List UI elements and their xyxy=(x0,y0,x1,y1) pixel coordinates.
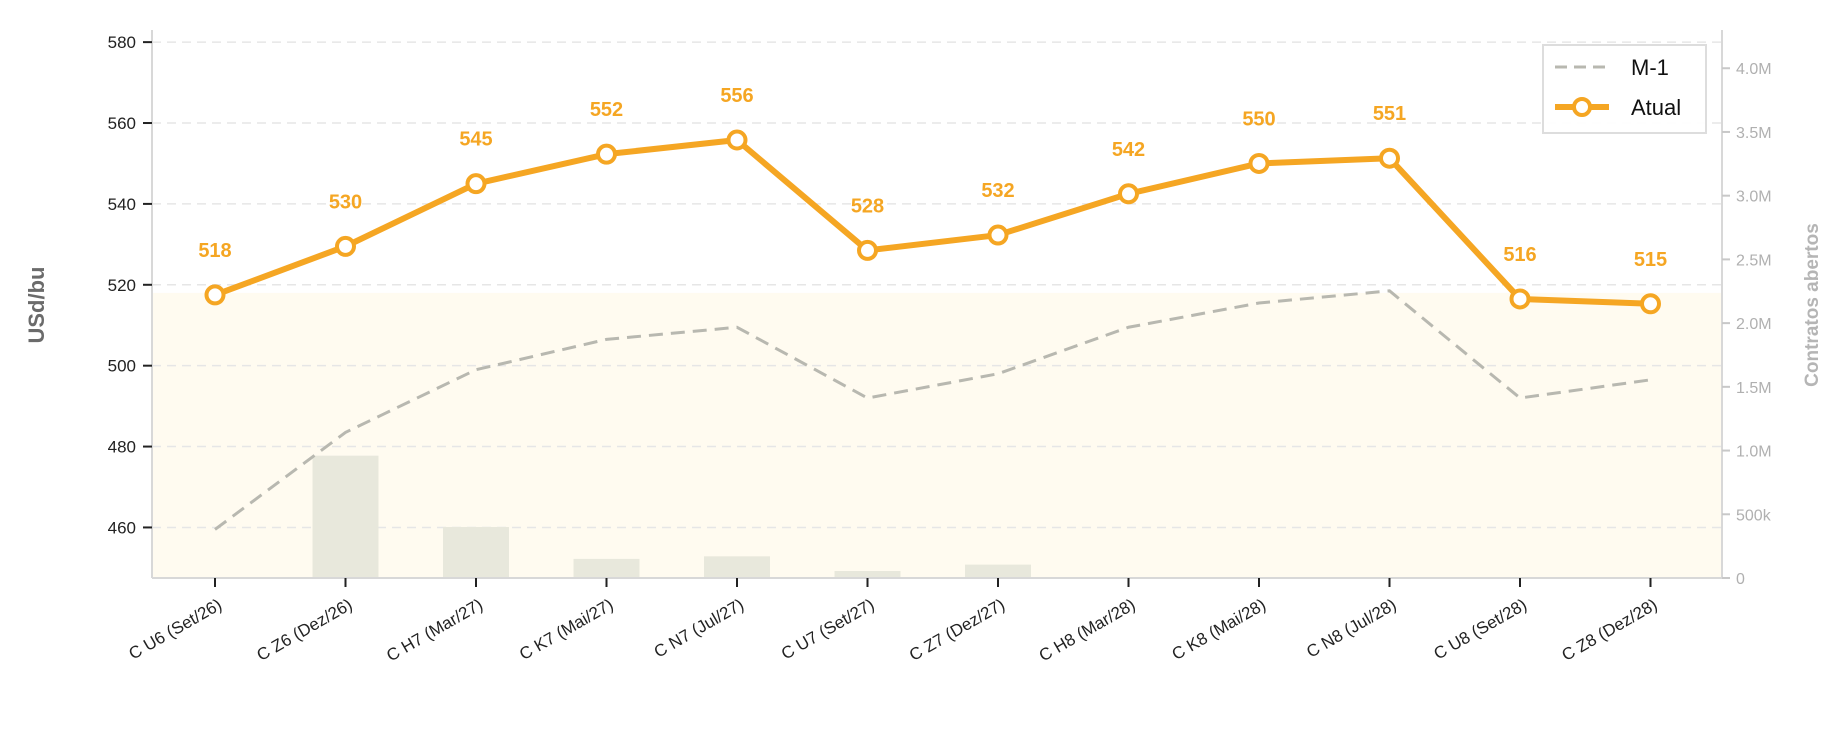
x-tick-label: C U7 (Set/27) xyxy=(778,595,878,663)
y-axis-title-left: USd/bu xyxy=(24,267,49,344)
x-tick-label: C Z6 (Dez/26) xyxy=(254,595,356,665)
series-marker-atual xyxy=(335,235,356,257)
y-tick-label: 480 xyxy=(108,438,136,457)
open-interest-bars xyxy=(312,455,1031,578)
data-label-atual: 518 xyxy=(198,240,231,262)
y-axis-title-right: Contratos abertos xyxy=(1802,223,1823,387)
data-label-atual: 550 xyxy=(1242,108,1275,130)
x-tick-label: C U8 (Set/28) xyxy=(1430,595,1530,663)
x-axis-ticks: C U6 (Set/26) C Z6 (Dez/26) C H7 (Mar/27) C… xyxy=(125,578,1661,665)
data-label-atual: 552 xyxy=(590,99,623,121)
series-marker-atual xyxy=(465,173,487,195)
x-tick-label: C Z8 (Dez/28) xyxy=(1559,595,1661,665)
series-marker-atual xyxy=(1640,293,1661,315)
y2-tick-label: 1.0M xyxy=(1736,444,1772,461)
y-axis-left-ticks: 460 480 500 520 540 560 580 xyxy=(108,33,152,537)
y-tick-label: 460 xyxy=(108,518,136,537)
x-tick-label: C H7 (Mar/27) xyxy=(383,595,486,665)
legend-label-atual: Atual xyxy=(1631,95,1681,120)
series-marker-atual xyxy=(987,224,1009,246)
open-interest-bar xyxy=(573,558,640,578)
data-label-atual: 556 xyxy=(720,85,753,107)
gridlines xyxy=(152,41,1722,529)
series-marker-atual xyxy=(1248,152,1270,174)
open-interest-bar xyxy=(443,527,509,578)
series-marker-atual xyxy=(1509,288,1531,310)
x-tick-label: C N8 (Jul/28) xyxy=(1303,595,1399,662)
y2-tick-label: 500k xyxy=(1736,507,1772,524)
shaded-band xyxy=(152,292,1722,578)
y2-tick-label: 1.5M xyxy=(1736,380,1772,397)
y-tick-label: 580 xyxy=(108,33,136,52)
x-tick-label: C U6 (Set/26) xyxy=(125,595,225,663)
open-interest-bar xyxy=(312,455,379,578)
open-interest-bar xyxy=(704,556,770,578)
series-marker-atual xyxy=(857,239,878,261)
series-marker-atual xyxy=(1118,183,1139,205)
legend-label-m1: M-1 xyxy=(1631,55,1669,80)
y-tick-label: 500 xyxy=(108,357,136,376)
x-tick-label: C N7 (Jul/27) xyxy=(651,595,747,662)
data-label-atual: 542 xyxy=(1112,139,1145,161)
series-marker-atual xyxy=(1379,147,1400,169)
legend-box xyxy=(1542,44,1707,134)
y2-tick-label: 2.5M xyxy=(1736,252,1772,269)
data-label-atual: 551 xyxy=(1373,103,1406,125)
series-marker-atual xyxy=(204,284,226,306)
series-marker-atual xyxy=(596,143,617,165)
y2-tick-label: 3.5M xyxy=(1736,125,1772,142)
data-label-atual: 516 xyxy=(1503,244,1536,266)
data-label-atual: 532 xyxy=(981,180,1014,202)
x-tick-label: C K7 (Mai/27) xyxy=(516,595,616,664)
y-tick-label: 560 xyxy=(108,114,136,133)
line-series xyxy=(204,129,1661,531)
axes xyxy=(151,30,1723,579)
y2-tick-label: 3.0M xyxy=(1736,189,1772,206)
y-axis-right-ticks: 0 500k 1.0M 1.5M 2.0M 2.5M 3.0M 3.5M 4.0M xyxy=(1722,61,1772,588)
y2-tick-label: 2.0M xyxy=(1736,316,1772,333)
data-labels: 518 530 545 552 556 528 532 542 550 551 516 515 xyxy=(198,85,1667,271)
x-tick-label: C H8 (Mar/28) xyxy=(1036,595,1139,665)
data-label-atual: 530 xyxy=(329,191,362,213)
y2-tick-label: 4.0M xyxy=(1736,61,1772,78)
data-label-atual: 515 xyxy=(1634,249,1667,271)
data-label-atual: 528 xyxy=(851,195,884,217)
open-interest-bar xyxy=(965,564,1031,578)
data-label-atual: 545 xyxy=(459,129,492,151)
x-tick-label: C Z7 (Dez/27) xyxy=(906,595,1008,665)
y-tick-label: 520 xyxy=(108,276,136,295)
series-line-atual xyxy=(213,137,1651,307)
open-interest-bar xyxy=(834,570,901,578)
series-line-m1 xyxy=(214,289,1651,531)
x-tick-label: C K8 (Mai/28) xyxy=(1169,595,1269,664)
legend: M-1 Atual xyxy=(1542,44,1707,134)
legend-marker-atual xyxy=(1572,97,1592,117)
y-tick-label: 540 xyxy=(108,195,136,214)
series-marker-atual xyxy=(726,129,748,151)
y2-tick-label: 0 xyxy=(1736,571,1745,588)
